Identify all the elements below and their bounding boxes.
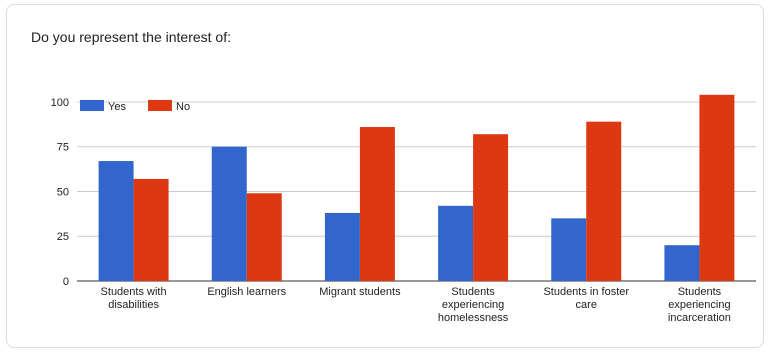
legend-swatch-no <box>148 100 172 111</box>
legend-swatch-yes <box>80 100 104 111</box>
category-label-line: Students <box>451 286 495 298</box>
bar-yes <box>551 218 587 281</box>
bar-yes <box>664 245 700 281</box>
y-tick-label: 25 <box>57 231 69 243</box>
category-label-line: care <box>576 299 597 311</box>
bar-no <box>586 121 622 282</box>
question-title: Do you represent the interest of: <box>31 29 231 45</box>
bar-no <box>473 134 509 281</box>
legend-label-no: No <box>176 101 190 113</box>
y-tick-label: 75 <box>57 142 69 154</box>
bar-no <box>246 193 282 281</box>
category-label-line: Migrant students <box>319 286 401 298</box>
category-label-line: Students in foster <box>543 286 629 298</box>
bar-yes <box>98 161 134 281</box>
category-label-line: homelessness <box>438 312 509 324</box>
bar-no <box>359 127 395 282</box>
category-label-line: Students <box>678 286 722 298</box>
category-label: Students experiencing incarceration <box>668 286 731 324</box>
category-label: Students experiencing homelessness <box>438 286 509 324</box>
legend-label-yes: Yes <box>108 101 126 113</box>
bar-no <box>133 178 169 281</box>
category-label: Students in foster care <box>543 286 629 311</box>
category-label-line: experiencing <box>668 299 730 311</box>
bar-yes <box>324 212 360 281</box>
category-label-line: experiencing <box>442 299 504 311</box>
y-tick-label: 50 <box>57 186 69 198</box>
category-label-line: disabilities <box>108 299 159 311</box>
bar-yes <box>438 205 474 281</box>
category-label: English learners <box>207 286 286 298</box>
category-label-line: Students with <box>101 286 167 298</box>
category-label: Students with disabilities <box>101 286 167 311</box>
y-tick-label: 0 <box>63 276 69 288</box>
category-label-line: incarceration <box>668 312 731 324</box>
y-tick-label: 100 <box>51 97 69 109</box>
category-label: Migrant students <box>319 286 401 298</box>
category-label-line: English learners <box>207 286 286 298</box>
bar-no <box>699 94 735 282</box>
bar-yes <box>211 146 247 281</box>
